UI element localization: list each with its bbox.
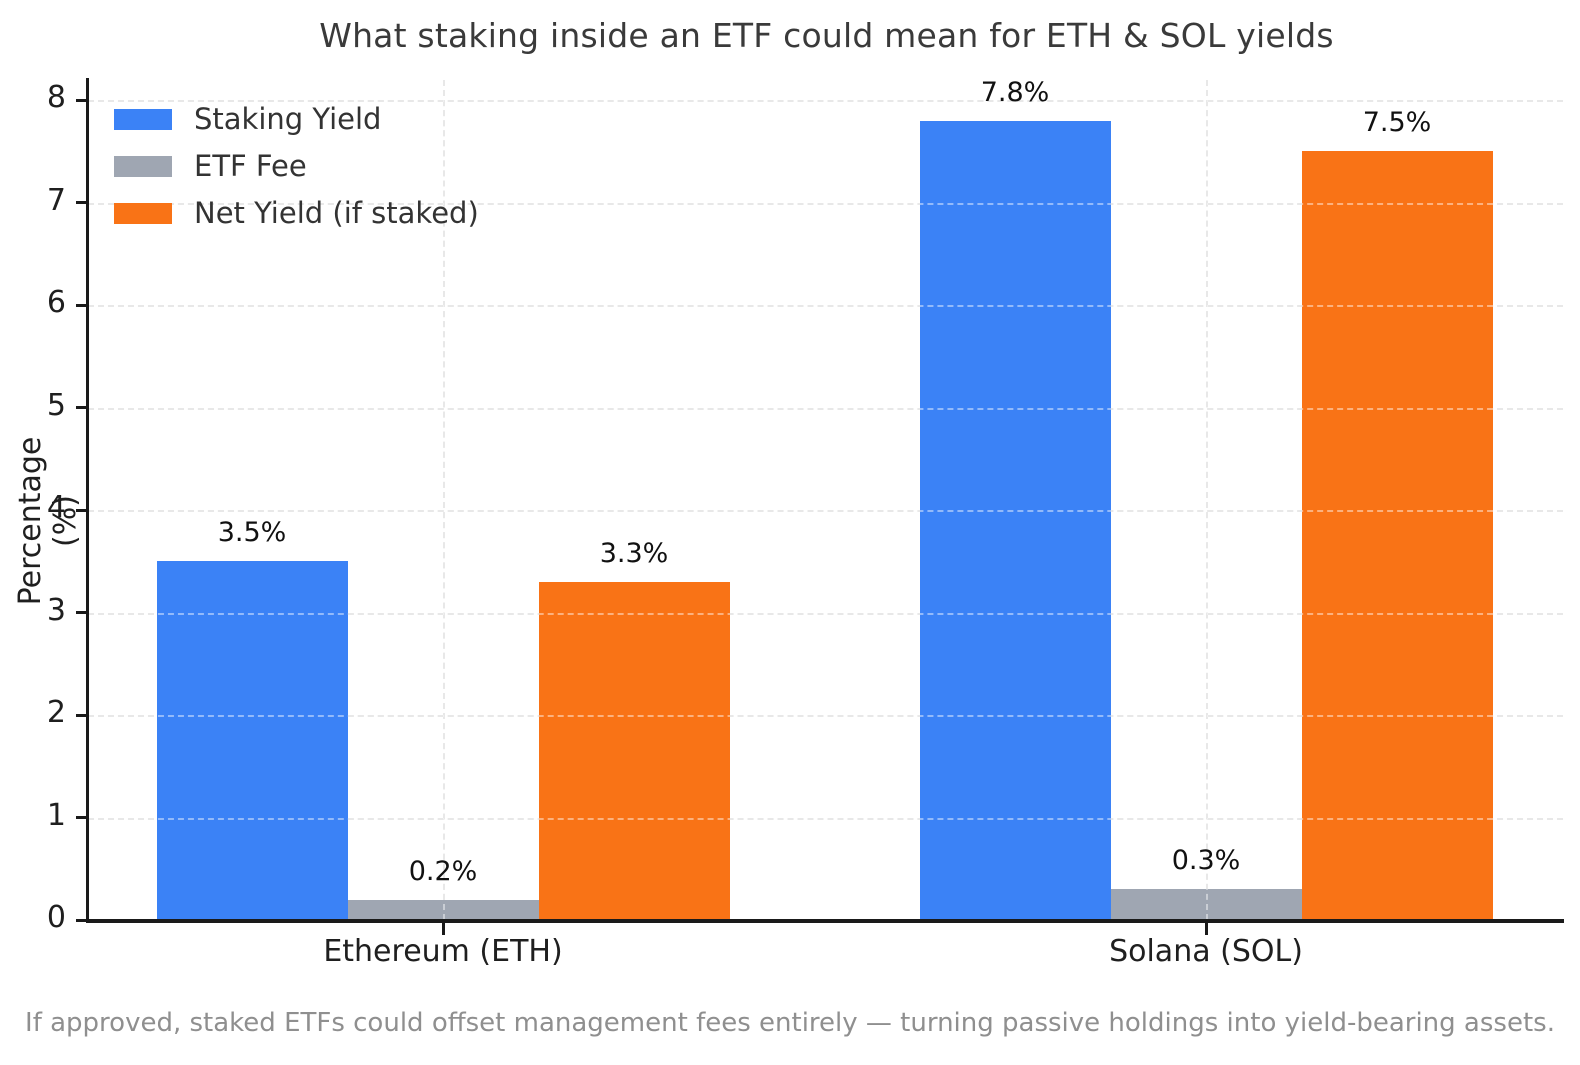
y-tick-mark: [76, 406, 88, 409]
gridline-v-overlay: [443, 80, 445, 920]
y-tick-mark: [76, 508, 88, 512]
gridline-h: [88, 612, 1563, 615]
x-tick-mark: [441, 923, 445, 935]
gridline-h-overlay: [88, 612, 1563, 615]
gridline-h-overlay: [88, 715, 1563, 717]
legend-swatch-staking-yield: [114, 108, 172, 130]
y-tick-label: 8: [46, 80, 66, 115]
y-tick-label: 5: [46, 387, 66, 423]
gridline-h-overlay: [88, 817, 1563, 820]
gridline-h-overlay: [88, 407, 1563, 410]
legend-label: Staking Yield: [194, 102, 382, 136]
gridline-h: [88, 407, 1563, 410]
x-tick-label-ethereum-eth: Ethereum (ETH): [323, 934, 563, 969]
legend-swatch-etf-fee: [114, 155, 172, 177]
y-tick-mark: [76, 918, 88, 922]
gridline-v-overlay: [1206, 80, 1208, 920]
gridline-h: [88, 305, 1563, 307]
y-tick-mark: [76, 713, 88, 717]
gridline-h-overlay: [88, 510, 1563, 512]
bar-value-label-staking-yield-ethereum-eth: 3.5%: [217, 517, 287, 549]
legend-swatch-net-yield-if-staked: [114, 202, 172, 224]
bar-value-label-etf-fee-solana-sol: 0.3%: [1171, 845, 1241, 877]
footer-note: If approved, staked ETFs could offset ma…: [25, 1008, 1555, 1038]
gridline-h-overlay: [88, 202, 1563, 205]
gridline-v: [1206, 80, 1208, 920]
bar-value-label-etf-fee-ethereum-eth: 0.2%: [408, 855, 478, 887]
y-tick-mark: [76, 201, 88, 204]
y-tick-label: 4: [46, 490, 66, 525]
y-tick-label: 1: [46, 797, 66, 833]
gridline-h-overlay: [88, 100, 1563, 102]
legend-item-staking-yield: Staking Yield: [114, 102, 479, 136]
legend-label: Net Yield (if staked): [194, 196, 479, 230]
y-tick-label: 3: [46, 592, 66, 628]
bar-net-yield-if-staked-ethereum-eth: [538, 581, 730, 920]
y-tick-mark: [76, 816, 88, 819]
y-tick-mark: [76, 303, 88, 307]
bar-value-label-net-yield-if-staked-ethereum-eth: 3.3%: [599, 537, 669, 569]
gridline-h: [88, 817, 1563, 820]
bar-staking-yield-solana-sol: [919, 120, 1111, 920]
bar-staking-yield-ethereum-eth: [156, 561, 348, 920]
gridline-v: [443, 80, 445, 920]
x-tick-label-solana-sol: Solana (SOL): [1109, 934, 1303, 969]
bar-value-label-net-yield-if-staked-solana-sol: 7.5%: [1362, 107, 1432, 139]
bar-etf-fee-solana-sol: [1110, 889, 1302, 920]
y-tick-label: 7: [46, 182, 66, 218]
gridline-h: [88, 715, 1563, 717]
x-tick-mark: [1204, 923, 1208, 935]
gridline-h: [88, 202, 1563, 205]
bar-value-label-staking-yield-solana-sol: 7.8%: [980, 76, 1050, 108]
y-axis-label: Percentage (%): [13, 436, 83, 606]
bar-net-yield-if-staked-solana-sol: [1301, 151, 1493, 920]
chart-title: What staking inside an ETF could mean fo…: [319, 16, 1334, 55]
y-tick-label: 0: [46, 900, 66, 935]
y-tick-mark: [76, 98, 88, 102]
legend: Staking Yield ETF Fee Net Yield (if staked…: [114, 102, 479, 230]
gridline-h: [88, 100, 1563, 102]
gridline-h: [88, 510, 1563, 512]
legend-label: ETF Fee: [194, 149, 307, 183]
bar-etf-fee-ethereum-eth: [347, 899, 539, 920]
gridline-h-overlay: [88, 305, 1563, 307]
y-tick-label: 2: [46, 695, 66, 730]
y-tick-label: 6: [46, 285, 66, 320]
legend-item-etf-fee: ETF Fee: [114, 149, 479, 183]
y-axis-spine: [86, 78, 89, 923]
x-axis-spine: [86, 919, 1564, 923]
y-tick-mark: [76, 611, 88, 614]
legend-item-net-yield-if-staked: Net Yield (if staked): [114, 196, 479, 230]
